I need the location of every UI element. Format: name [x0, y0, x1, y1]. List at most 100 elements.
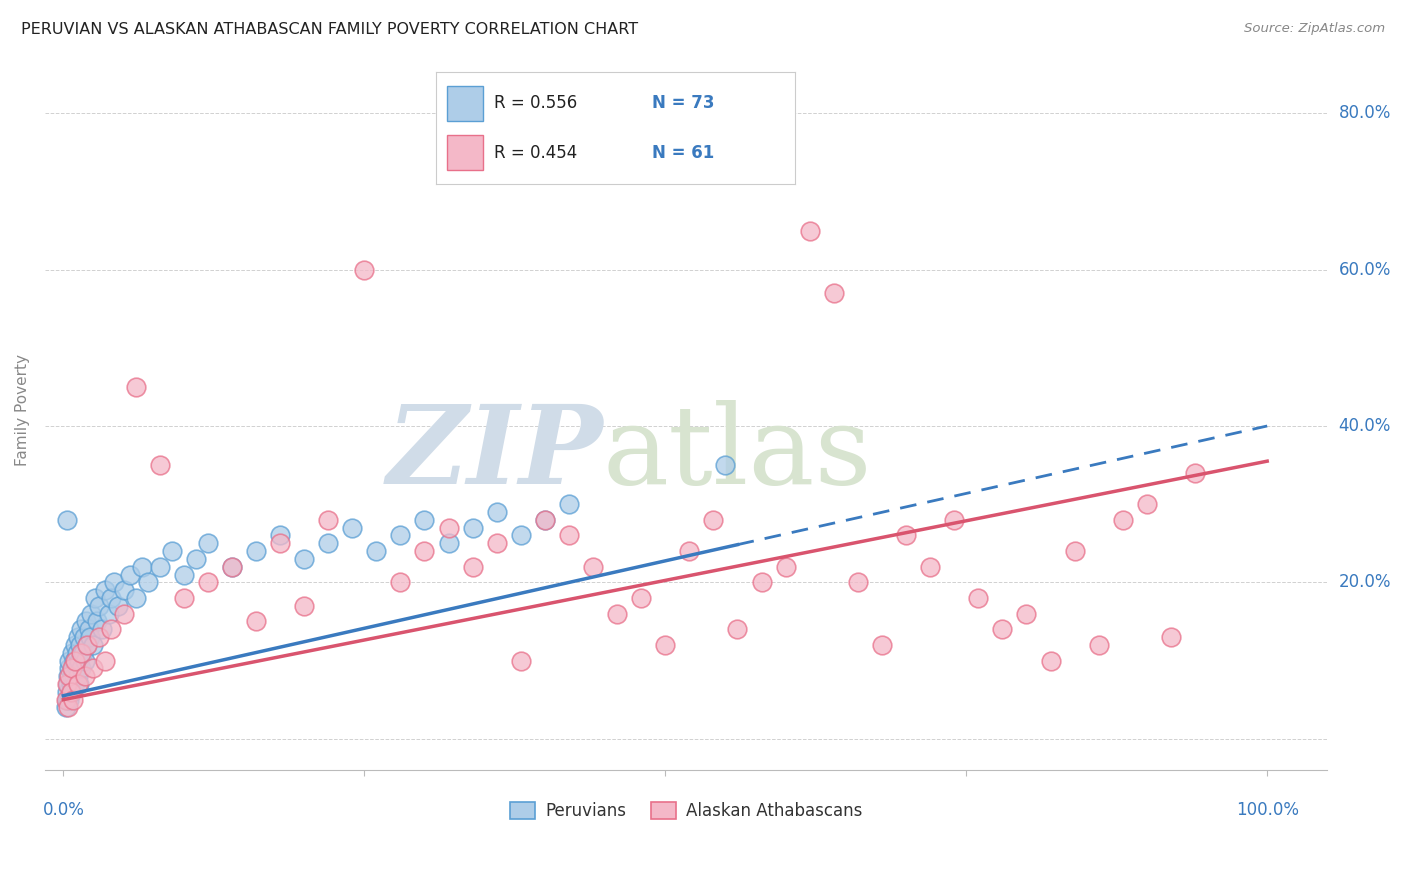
Point [245, 544, 267, 558]
Point [82, 661, 104, 675]
Point [55, 700, 77, 714]
Point [75, 615, 97, 629]
Point [967, 591, 990, 605]
Point [56, 677, 79, 691]
Point [413, 544, 436, 558]
Point [60, 669, 83, 683]
Text: Source: ZipAtlas.com: Source: ZipAtlas.com [1244, 22, 1385, 36]
Point [943, 513, 966, 527]
Point [197, 575, 219, 590]
Point [90, 622, 112, 636]
Point [714, 458, 737, 472]
Point [63, 654, 86, 668]
Point [606, 607, 628, 621]
Point [269, 536, 291, 550]
Point [184, 552, 207, 566]
Point [70, 661, 93, 675]
Point [124, 380, 146, 394]
Point [82, 638, 104, 652]
Point [413, 513, 436, 527]
Point [66, 630, 89, 644]
Point [100, 591, 122, 605]
Point [94, 583, 117, 598]
Point [292, 599, 315, 613]
Point [1039, 654, 1062, 668]
Point [56, 677, 79, 691]
Point [65, 654, 87, 668]
Point [870, 638, 893, 652]
Point [509, 528, 531, 542]
Point [124, 591, 146, 605]
Point [76, 638, 98, 652]
Point [702, 513, 724, 527]
Text: 100.0%: 100.0% [1236, 800, 1299, 819]
Point [69, 638, 91, 652]
Point [558, 497, 581, 511]
Point [58, 661, 80, 675]
Text: 60.0%: 60.0% [1339, 260, 1391, 278]
Point [751, 575, 773, 590]
Point [991, 622, 1014, 636]
Point [60, 685, 83, 699]
Point [1087, 638, 1109, 652]
Point [70, 646, 93, 660]
Point [292, 552, 315, 566]
Point [103, 575, 125, 590]
Point [60, 661, 83, 675]
Point [73, 630, 96, 644]
Point [437, 536, 460, 550]
Point [86, 615, 108, 629]
Point [77, 622, 100, 636]
Point [149, 559, 172, 574]
Point [316, 536, 339, 550]
Point [56, 700, 79, 714]
Point [89, 599, 111, 613]
Point [1063, 544, 1085, 558]
Point [534, 513, 557, 527]
Point [485, 536, 508, 550]
Point [775, 559, 797, 574]
Point [65, 646, 87, 660]
Point [65, 638, 87, 652]
Point [66, 669, 89, 683]
Point [1136, 497, 1159, 511]
Point [1184, 466, 1206, 480]
Point [173, 567, 195, 582]
Point [100, 622, 122, 636]
Point [799, 223, 821, 237]
Point [65, 677, 87, 691]
Point [221, 559, 243, 574]
Point [62, 661, 84, 675]
Point [920, 559, 942, 574]
Point [534, 513, 557, 527]
Point [342, 521, 364, 535]
Point [136, 575, 159, 590]
Legend: Peruvians, Alaskan Athabascans: Peruvians, Alaskan Athabascans [503, 795, 869, 826]
Point [55, 692, 77, 706]
Point [1015, 607, 1038, 621]
Point [73, 669, 96, 683]
Point [67, 677, 90, 691]
Point [197, 536, 219, 550]
Point [98, 607, 121, 621]
Point [894, 528, 917, 542]
Point [316, 513, 339, 527]
Point [83, 591, 105, 605]
Point [485, 505, 508, 519]
Point [56, 692, 79, 706]
Point [89, 630, 111, 644]
Point [1160, 630, 1182, 644]
Point [60, 646, 83, 660]
Point [630, 591, 652, 605]
Point [582, 559, 605, 574]
Point [509, 654, 531, 668]
Point [56, 669, 79, 683]
Point [107, 599, 129, 613]
Point [56, 513, 79, 527]
Point [56, 685, 79, 699]
Point [58, 669, 80, 683]
Point [437, 521, 460, 535]
Text: atlas: atlas [603, 400, 873, 507]
Text: 20.0%: 20.0% [1339, 574, 1391, 591]
Point [58, 692, 80, 706]
